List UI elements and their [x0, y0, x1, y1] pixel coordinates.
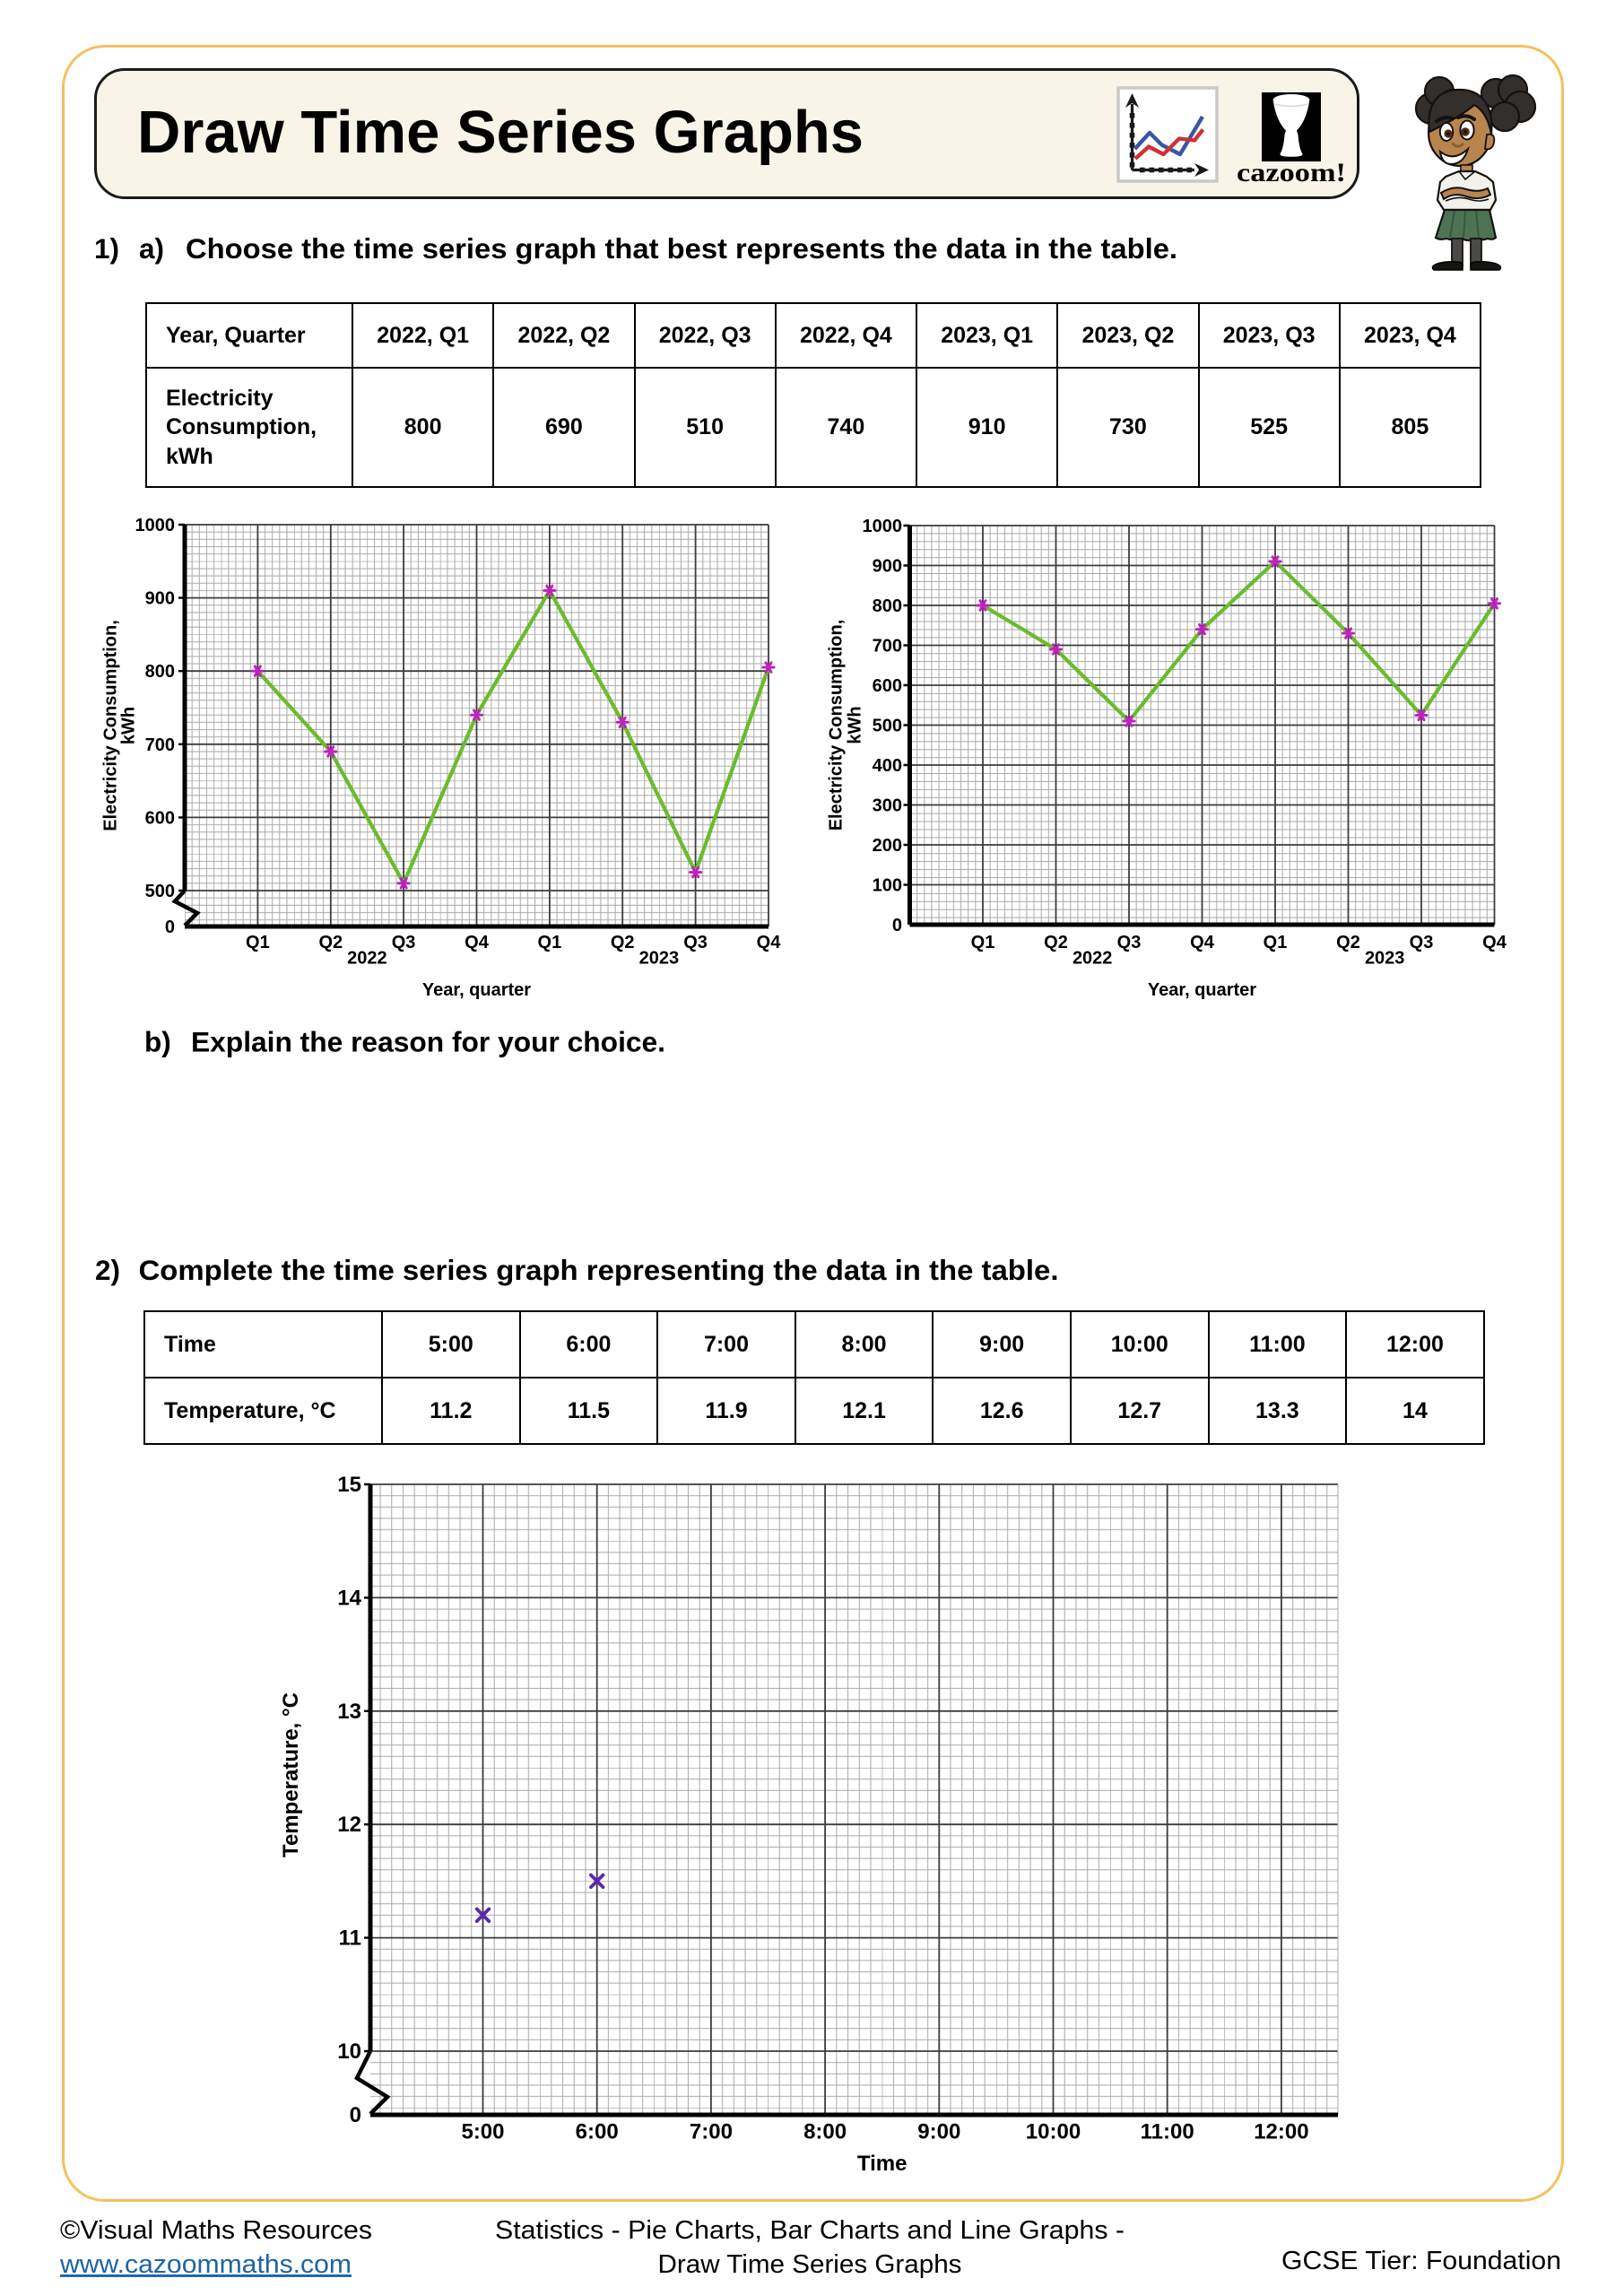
- svg-text:kWh: kWh: [846, 706, 865, 744]
- svg-text:2023: 2023: [1365, 949, 1405, 969]
- svg-text:8:00: 8:00: [803, 2120, 847, 2144]
- svg-text:11:00: 11:00: [1141, 2120, 1194, 2144]
- svg-text:Q1: Q1: [246, 933, 270, 952]
- svg-text:Q3: Q3: [392, 933, 416, 952]
- svg-text:13: 13: [337, 1700, 361, 1724]
- svg-text:Q2: Q2: [318, 933, 343, 952]
- svg-text:800: 800: [873, 596, 902, 616]
- svg-text:Q2: Q2: [611, 933, 635, 952]
- svg-text:GCSE Tier: Foundation: GCSE Tier: Foundation: [1281, 2247, 1561, 2275]
- svg-text:Q4: Q4: [1482, 933, 1507, 952]
- svg-text:kWh: kWh: [119, 707, 139, 744]
- svg-text:500: 500: [145, 882, 175, 901]
- svg-text:700: 700: [873, 637, 902, 657]
- svg-text:12: 12: [337, 1813, 361, 1837]
- svg-text:2): 2): [95, 1254, 120, 1286]
- svg-text:Statistics - Pie Charts, Bar C: Statistics - Pie Charts, Bar Charts and …: [495, 2216, 1125, 2245]
- svg-text:1): 1): [94, 232, 119, 265]
- svg-text:11: 11: [339, 1926, 361, 1951]
- svg-text:Q1: Q1: [538, 933, 562, 952]
- svg-text:Q3: Q3: [683, 933, 708, 952]
- svg-text:Q1: Q1: [1264, 933, 1288, 952]
- svg-text:2022: 2022: [347, 949, 387, 969]
- svg-text:10: 10: [337, 2039, 361, 2064]
- svg-text:0: 0: [350, 2103, 361, 2127]
- svg-text:cazoom!: cazoom!: [1237, 158, 1346, 187]
- svg-text:6:00: 6:00: [576, 2120, 619, 2144]
- svg-text:Year, quarter: Year, quarter: [422, 980, 531, 1000]
- svg-text:Draw Time Series Graphs: Draw Time Series Graphs: [658, 2250, 962, 2279]
- svg-text:15: 15: [337, 1473, 361, 1497]
- svg-text:Choose the time series graph t: Choose the time series graph that best r…: [186, 232, 1177, 265]
- svg-text:1000: 1000: [863, 517, 903, 536]
- svg-text:Year, quarter: Year, quarter: [1148, 980, 1256, 1000]
- svg-text:Q3: Q3: [1410, 933, 1434, 952]
- svg-text:Q4: Q4: [1190, 933, 1215, 952]
- svg-text:a): a): [139, 232, 164, 265]
- svg-text:Q2: Q2: [1044, 933, 1068, 952]
- svg-text:500: 500: [873, 717, 902, 736]
- svg-text:©Visual Maths Resources: ©Visual Maths Resources: [60, 2216, 372, 2245]
- svg-text:10:00: 10:00: [1026, 2120, 1081, 2144]
- svg-text:9:00: 9:00: [917, 2120, 960, 2144]
- svg-text:Q4: Q4: [465, 933, 490, 952]
- svg-text:400: 400: [873, 756, 902, 776]
- svg-text:5:00: 5:00: [461, 2120, 504, 2144]
- svg-text:Electricity Consumption,: Electricity Consumption,: [827, 620, 847, 831]
- svg-text:Electricity Consumption,: Electricity Consumption,: [101, 620, 121, 831]
- svg-text:600: 600: [145, 808, 175, 828]
- svg-text:800: 800: [145, 662, 175, 682]
- svg-text:Q4: Q4: [757, 933, 782, 952]
- svg-text:0: 0: [165, 918, 175, 937]
- svg-text:Temperature, °C: Temperature, °C: [279, 1692, 303, 1857]
- svg-text:600: 600: [873, 676, 902, 696]
- svg-text:www.cazoommaths.com: www.cazoommaths.com: [59, 2250, 352, 2279]
- svg-text:700: 700: [145, 735, 175, 755]
- svg-text:7:00: 7:00: [690, 2120, 733, 2144]
- svg-text:2023: 2023: [639, 949, 680, 969]
- svg-text:Complete the time series graph: Complete the time series graph represent…: [139, 1254, 1059, 1286]
- svg-text:Q1: Q1: [971, 933, 995, 952]
- svg-text:900: 900: [873, 557, 902, 577]
- svg-text:Time: Time: [857, 2152, 908, 2176]
- svg-text:Q2: Q2: [1336, 933, 1360, 952]
- svg-text:12:00: 12:00: [1254, 2120, 1308, 2144]
- svg-text:0: 0: [892, 916, 902, 935]
- svg-text:b): b): [144, 1026, 171, 1058]
- svg-text:Draw Time Series Graphs: Draw Time Series Graphs: [137, 99, 864, 166]
- svg-text:Explain the reason for your ch: Explain the reason for your choice.: [191, 1026, 665, 1058]
- svg-text:100: 100: [873, 876, 902, 896]
- svg-text:200: 200: [873, 836, 902, 856]
- svg-text:1000: 1000: [135, 516, 176, 535]
- svg-text:Q3: Q3: [1117, 933, 1142, 952]
- svg-text:300: 300: [873, 796, 902, 816]
- svg-text:2022: 2022: [1073, 949, 1113, 969]
- svg-text:14: 14: [337, 1586, 361, 1610]
- svg-text:900: 900: [145, 589, 175, 609]
